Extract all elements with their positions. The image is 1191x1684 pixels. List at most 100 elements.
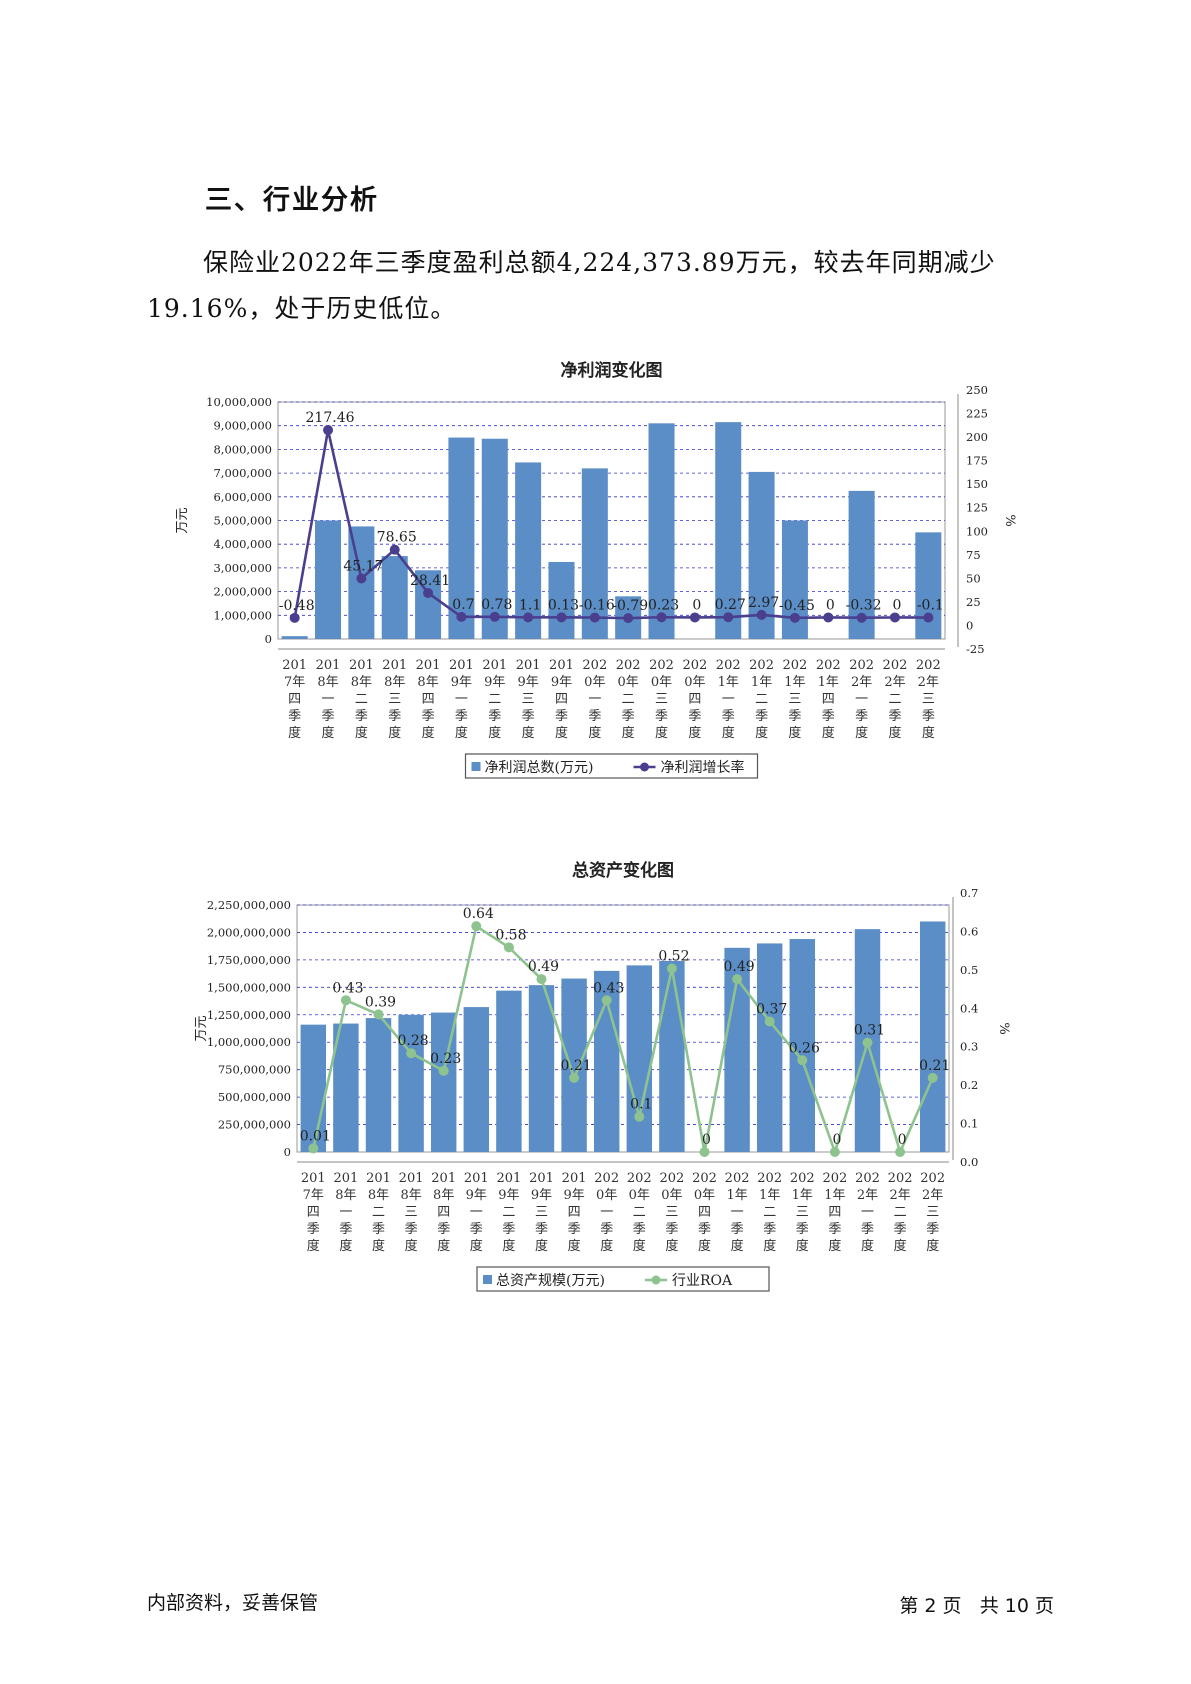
bar [315, 520, 342, 639]
data-label: 0 [826, 597, 835, 613]
x-tick-label: 201 [449, 658, 474, 673]
y-tick-label: 0 [265, 632, 272, 646]
x-tick-label: 201 [316, 658, 341, 673]
x-tick-label: 1年 [726, 1188, 747, 1203]
x-tick-label: 2年 [918, 675, 939, 690]
x-tick-label: 201 [516, 658, 541, 673]
x-tick-label: 季 [894, 1222, 907, 1237]
data-label: 0.31 [854, 1023, 885, 1039]
data-point [601, 995, 612, 1006]
x-tick-label: 季 [888, 709, 901, 724]
data-point [623, 613, 634, 624]
bar [463, 1007, 490, 1152]
x-tick-label: 季 [422, 709, 435, 724]
data-point [308, 1143, 319, 1154]
x-tick-label: 季 [655, 709, 668, 724]
y-tick-label: 2,000,000,000 [207, 925, 291, 939]
page-suffix: 页 [942, 1595, 962, 1617]
y2-tick-label: 0.1 [960, 1117, 978, 1131]
data-point [589, 612, 600, 623]
x-tick-label: 度 [470, 1238, 483, 1254]
x-tick-label: 8年 [335, 1188, 356, 1203]
total-suffix: 页 [1034, 1595, 1054, 1617]
x-tick-label: 202 [888, 1171, 913, 1186]
x-tick-label: 202 [916, 658, 941, 673]
x-tick-label: 四 [437, 1205, 450, 1220]
x-tick-label: 度 [535, 1238, 548, 1254]
x-tick-label: 三 [405, 1205, 418, 1220]
data-point [823, 612, 834, 623]
x-tick-label: 季 [488, 709, 501, 724]
x-tick-label: 季 [322, 709, 335, 724]
x-tick-label: 度 [828, 1238, 841, 1254]
x-tick-label: 一 [600, 1205, 613, 1220]
bar [365, 1018, 392, 1152]
x-tick-label: 季 [502, 1222, 515, 1237]
x-tick-label: 1年 [718, 675, 739, 690]
x-tick-label: 8年 [368, 1188, 389, 1203]
data-point [723, 612, 734, 623]
data-point [569, 1072, 580, 1083]
total-number: 10 [1004, 1595, 1029, 1617]
bar [659, 960, 685, 1152]
data-label: 217.46 [306, 410, 355, 426]
x-tick-label: 7年 [303, 1188, 324, 1203]
x-tick-label: 一 [322, 692, 335, 707]
data-point [634, 1111, 645, 1122]
y-tick-label: 4,000,000 [213, 537, 272, 551]
x-tick-label: 季 [437, 1222, 450, 1237]
x-tick-label: 一 [339, 1205, 352, 1220]
x-tick-label: 二 [372, 1205, 385, 1220]
y2-tick-label: -25 [966, 642, 985, 656]
x-tick-label: 201 [366, 1171, 391, 1186]
data-label: -0.48 [279, 598, 315, 614]
x-tick-label: 度 [455, 725, 468, 741]
x-tick-label: 四 [288, 692, 301, 707]
data-label: 0 [898, 1132, 907, 1148]
x-tick-label: 201 [399, 1171, 424, 1186]
x-tick-label: 三 [388, 692, 401, 707]
x-tick-label: 202 [692, 1171, 717, 1186]
data-point [373, 1009, 384, 1020]
y2-tick-label: 0.7 [960, 886, 978, 900]
x-tick-label: 度 [488, 725, 501, 741]
legend-box [464, 753, 759, 779]
x-tick-label: 季 [755, 709, 768, 724]
y-tick-label: 750,000,000 [218, 1063, 291, 1077]
x-tick-label: 度 [600, 1238, 613, 1254]
x-tick-label: 度 [922, 725, 935, 741]
x-tick-label: 202 [725, 1171, 750, 1186]
x-tick-label: 度 [288, 725, 301, 741]
x-tick-label: 四 [422, 692, 435, 707]
x-tick-label: 季 [822, 709, 835, 724]
data-point [927, 1072, 938, 1083]
data-label: -0.79 [612, 598, 648, 614]
x-tick-label: 季 [339, 1222, 352, 1237]
bar [915, 532, 942, 639]
x-tick-label: 度 [788, 725, 801, 741]
data-point [797, 1055, 808, 1066]
x-tick-label: 0年 [694, 1188, 715, 1203]
data-point [340, 995, 351, 1006]
x-tick-label: 8年 [351, 675, 372, 690]
x-tick-label: 度 [731, 1238, 744, 1254]
x-tick-label: 季 [763, 1222, 776, 1237]
x-tick-label: 度 [622, 725, 635, 741]
x-tick-label: 季 [698, 1222, 711, 1237]
x-tick-label: 一 [731, 1205, 744, 1220]
data-point [829, 1147, 840, 1157]
x-tick-label: 三 [535, 1205, 548, 1220]
y-tick-label: 5,000,000 [213, 514, 272, 528]
x-tick-label: 季 [470, 1222, 483, 1237]
legend-swatch-bar [483, 1275, 492, 1284]
x-tick-label: 度 [894, 1238, 907, 1254]
x-tick-label: 201 [482, 658, 507, 673]
x-tick-label: 季 [355, 709, 368, 724]
y2-tick-label: 25 [966, 595, 981, 609]
x-tick-label: 9年 [451, 675, 472, 690]
bar [448, 437, 475, 639]
data-point [862, 1037, 873, 1048]
x-tick-label: 季 [568, 1222, 581, 1237]
x-tick-label: 四 [822, 692, 835, 707]
data-label: 0.23 [648, 597, 679, 613]
